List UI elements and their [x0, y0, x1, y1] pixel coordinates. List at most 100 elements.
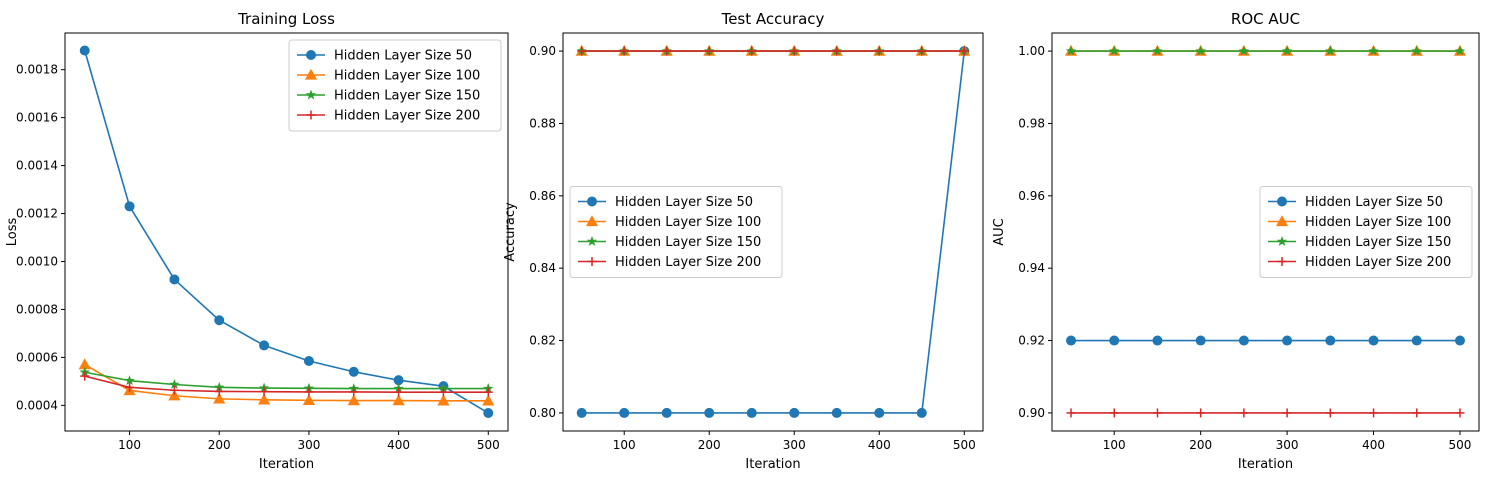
y-tick-label: 0.94 — [1018, 261, 1045, 275]
legend-entry: Hidden Layer Size 100 — [578, 215, 761, 230]
data-point — [1325, 408, 1335, 418]
data-point — [483, 387, 493, 397]
data-point — [1238, 45, 1250, 56]
x-tick-label: 200 — [208, 438, 231, 452]
data-point — [959, 46, 969, 56]
data-point — [1195, 45, 1206, 56]
data-point — [213, 392, 226, 404]
legend-marker — [1276, 236, 1288, 246]
y-tick-label: 0.96 — [1018, 189, 1045, 203]
y-tick-label: 0.86 — [529, 189, 556, 203]
data-point — [917, 46, 927, 56]
x-tick-label: 300 — [297, 438, 320, 452]
x-tick-label: 100 — [1103, 438, 1126, 452]
y-tick-label: 0.0018 — [16, 63, 58, 77]
y-tick-label: 0.82 — [529, 334, 556, 348]
legend-entry: Hidden Layer Size 150 — [1268, 235, 1451, 250]
data-point — [304, 387, 314, 397]
data-point — [1282, 335, 1293, 346]
data-point — [1066, 408, 1076, 418]
x-axis-label: Iteration — [1238, 457, 1293, 472]
legend-entry: Hidden Layer Size 100 — [1268, 215, 1451, 230]
y-tick-label: 0.0012 — [16, 207, 58, 221]
data-point — [576, 407, 587, 418]
data-point — [1411, 335, 1422, 346]
data-point — [1239, 408, 1249, 418]
y-tick-label: 0.88 — [529, 116, 556, 130]
x-tick-label: 300 — [783, 438, 806, 452]
x-tick-label: 500 — [477, 438, 500, 452]
data-point — [1195, 335, 1206, 346]
series-hidden-layer-size-100 — [78, 358, 495, 406]
legend: Hidden Layer Size 50 Hidden Layer Size 10… — [569, 186, 783, 278]
legend-box — [288, 39, 502, 132]
legend-entry: Hidden Layer Size 100 — [297, 69, 480, 84]
series-hidden-layer-size-50 — [576, 46, 970, 418]
legend-marker — [585, 215, 599, 227]
data-point — [168, 389, 181, 401]
legend-label: Hidden Layer Size 50 — [1305, 195, 1443, 210]
data-point — [1454, 45, 1466, 56]
data-point — [1368, 45, 1379, 56]
data-point — [482, 394, 495, 406]
legend-label: Hidden Layer Size 100 — [1305, 215, 1451, 230]
legend-marker — [587, 196, 597, 207]
data-point — [789, 46, 799, 56]
chart-title: Training Loss — [237, 10, 335, 28]
x-tick-label: 200 — [698, 438, 721, 452]
data-point — [438, 387, 448, 397]
data-point — [1455, 408, 1465, 418]
data-point — [1066, 335, 1077, 346]
x-tick-label: 500 — [953, 438, 976, 452]
series-hidden-layer-size-50 — [1066, 335, 1465, 346]
chart-test-accuracy: Test Accuracy 100 200 300 400 500 0.80 0.82 0.84… — [503, 10, 984, 472]
y-tick-label: 1.00 — [1018, 44, 1045, 58]
series-line — [84, 371, 489, 390]
legend-marker — [305, 89, 317, 100]
data-point — [916, 407, 927, 418]
legend-label: Hidden Layer Size 200 — [1305, 255, 1451, 270]
legend-entry: Hidden Layer Size 150 — [297, 89, 480, 104]
y-tick-label: 0.84 — [529, 261, 556, 275]
data-point — [437, 394, 450, 406]
legend-label: Hidden Layer Size 50 — [615, 195, 753, 210]
data-point — [1412, 408, 1422, 418]
legend-marker — [586, 236, 598, 246]
y-tick-label: 0.0010 — [16, 254, 58, 268]
series-line — [83, 50, 489, 414]
data-point — [1325, 335, 1336, 346]
y-tick-label: 0.80 — [529, 406, 556, 420]
y-tick-label: 0.0016 — [16, 111, 58, 125]
data-point — [214, 386, 224, 396]
data-point — [303, 355, 314, 366]
data-point — [832, 46, 842, 56]
data-point — [169, 274, 180, 285]
data-point — [214, 315, 225, 326]
legend-label: Hidden Layer Size 50 — [334, 49, 472, 64]
legend-entry: Hidden Layer Size 50 — [1268, 195, 1443, 210]
legend-box — [1259, 186, 1473, 278]
data-point — [258, 393, 271, 405]
axes-frame — [562, 32, 984, 432]
x-axis-label: Iteration — [745, 457, 800, 472]
y-tick-label: 0.0014 — [16, 159, 58, 173]
x-axis-label: Iteration — [259, 457, 314, 472]
legend-marker — [306, 50, 316, 60]
data-point — [874, 46, 884, 56]
data-point — [392, 394, 405, 406]
legend-label: Hidden Layer Size 100 — [615, 215, 761, 230]
x-tick-label: 100 — [613, 438, 636, 452]
legend: Hidden Layer Size 50 Hidden Layer Size 10… — [1259, 186, 1473, 278]
legend-label: Hidden Layer Size 150 — [1305, 235, 1451, 250]
data-point — [80, 371, 90, 381]
legend-marker — [587, 257, 597, 266]
axes-frame — [1051, 32, 1480, 432]
chart-title: Test Accuracy — [721, 10, 825, 28]
axes-frame — [64, 32, 509, 432]
data-point — [619, 46, 629, 56]
data-point — [1369, 408, 1379, 418]
data-point — [259, 387, 269, 397]
legend-entry: Hidden Layer Size 200 — [1268, 255, 1451, 270]
y-tick-label: 0.90 — [529, 44, 556, 58]
